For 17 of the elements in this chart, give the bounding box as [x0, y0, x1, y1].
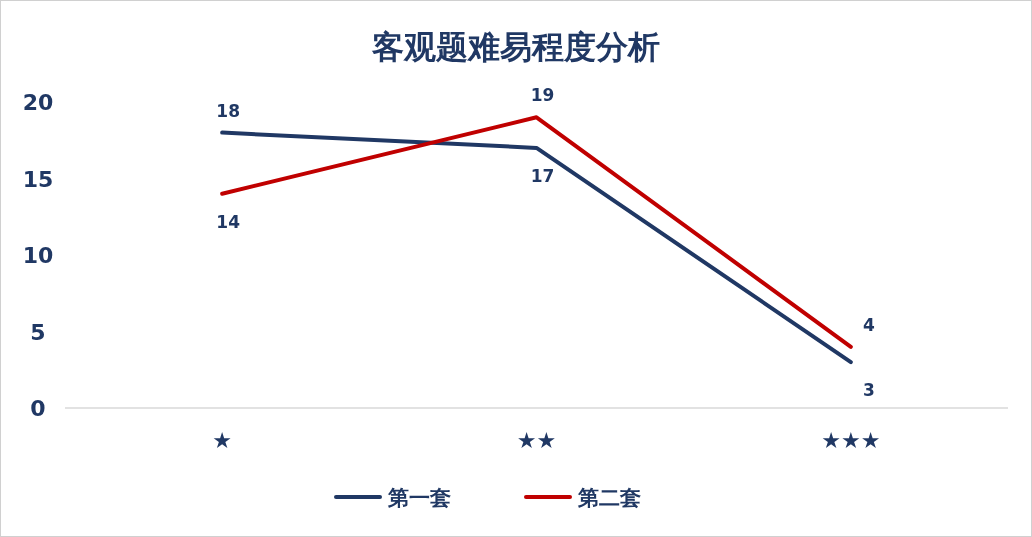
y-tick-label: 15 — [22, 166, 54, 192]
y-tick-label: 20 — [22, 90, 54, 115]
y-tick-label: 5 — [30, 319, 46, 345]
legend-label: 第二套 — [577, 486, 641, 510]
x-tick-label: ★★★ — [821, 428, 881, 453]
data-label: 14 — [216, 211, 241, 232]
y-tick-label: 10 — [22, 243, 54, 268]
x-tick-label: ★ — [212, 428, 233, 453]
data-label: 18 — [216, 100, 240, 121]
y-tick-label: 0 — [30, 396, 46, 421]
data-label: 19 — [530, 85, 555, 106]
data-label: 3 — [862, 380, 875, 401]
data-label: 4 — [862, 314, 875, 335]
data-label: 17 — [530, 165, 555, 186]
legend-label: 第一套 — [387, 486, 451, 510]
chart-title: 客观题难易程度分析 — [371, 28, 660, 66]
x-tick-label: ★★ — [516, 428, 557, 453]
